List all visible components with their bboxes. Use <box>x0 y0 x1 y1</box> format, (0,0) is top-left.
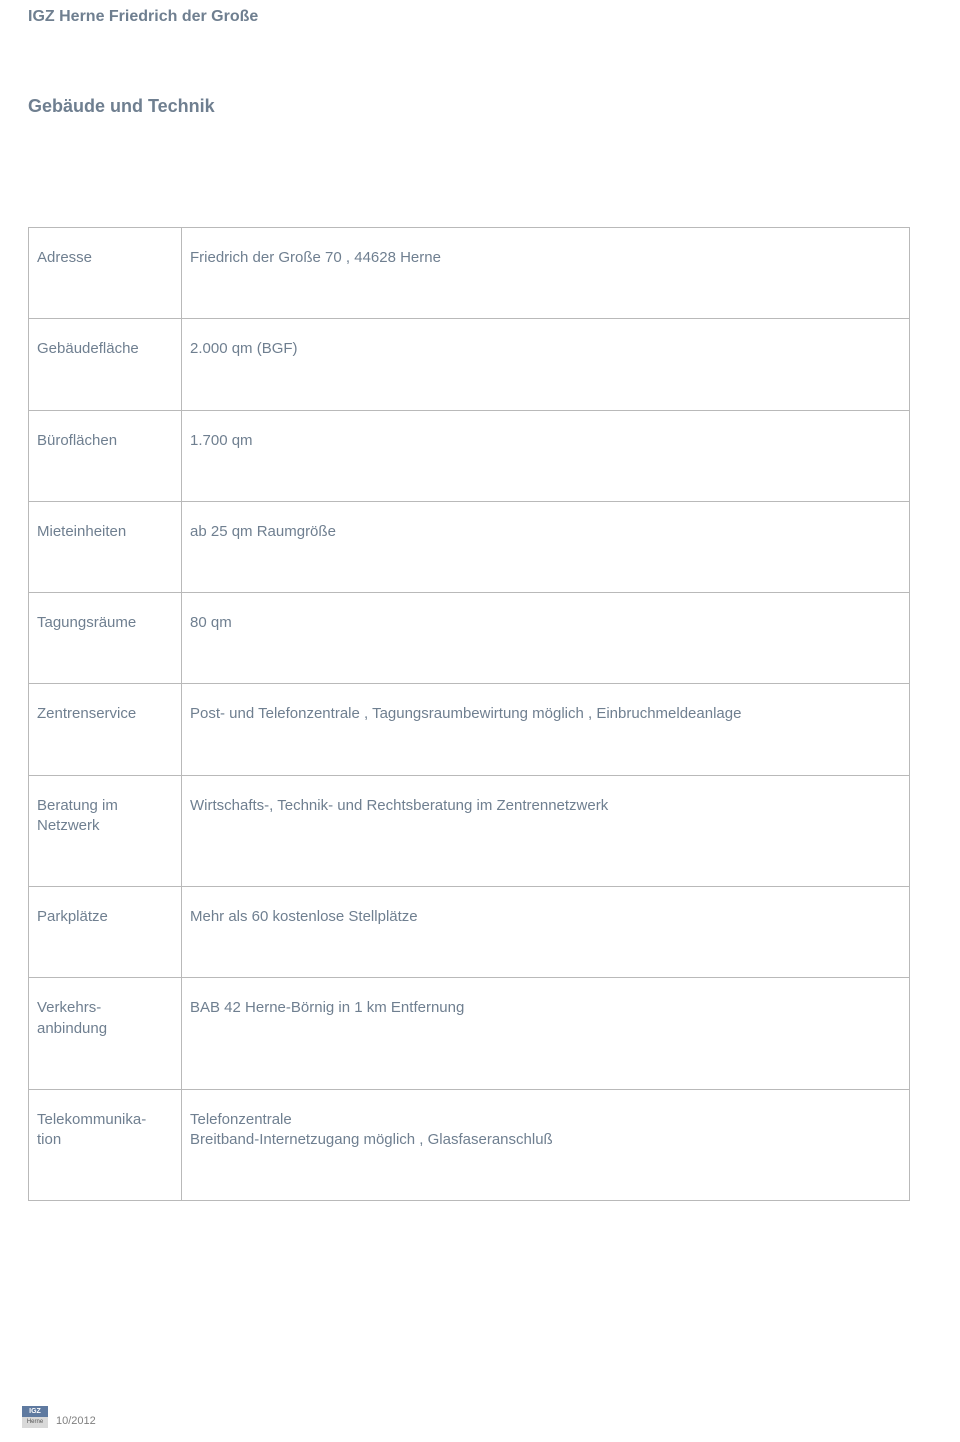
table-row: Beratung im Netzwerk Wirtschafts-, Techn… <box>29 775 910 887</box>
table-row: Parkplätze Mehr als 60 kostenlose Stellp… <box>29 887 910 978</box>
row-label: Mieteinheiten <box>29 501 182 592</box>
row-label: Beratung im Netzwerk <box>29 775 182 887</box>
row-value: 2.000 qm (BGF) <box>182 319 910 410</box>
logo-bottom-text: Herne <box>22 1417 48 1428</box>
row-value: TelefonzentraleBreitband-Internetzugang … <box>182 1089 910 1201</box>
row-value: 80 qm <box>182 593 910 684</box>
table-row: Verkehrs-anbindung BAB 42 Herne-Börnig i… <box>29 978 910 1090</box>
table-row: Gebäudefläche 2.000 qm (BGF) <box>29 319 910 410</box>
page: IGZ Herne Friedrich der Große Gebäude un… <box>0 0 960 1442</box>
document-title: IGZ Herne Friedrich der Große <box>28 8 910 26</box>
logo-top-text: IGZ <box>22 1406 48 1417</box>
row-label: Adresse <box>29 228 182 319</box>
row-value: Post- und Telefonzentrale , Tagungsraumb… <box>182 684 910 775</box>
table-row: Büroflächen 1.700 qm <box>29 410 910 501</box>
row-value: BAB 42 Herne-Börnig in 1 km Entfernung <box>182 978 910 1090</box>
row-label: Telekommunika-tion <box>29 1089 182 1201</box>
table-row: Tagungsräume 80 qm <box>29 593 910 684</box>
section-title: Gebäude und Technik <box>28 96 910 117</box>
table-row: Mieteinheiten ab 25 qm Raumgröße <box>29 501 910 592</box>
row-value: Friedrich der Große 70 , 44628 Herne <box>182 228 910 319</box>
footer-date: 10/2012 <box>56 1415 96 1428</box>
row-label: Verkehrs-anbindung <box>29 978 182 1090</box>
row-value: ab 25 qm Raumgröße <box>182 501 910 592</box>
row-label: Büroflächen <box>29 410 182 501</box>
row-value: Mehr als 60 kostenlose Stellplätze <box>182 887 910 978</box>
row-label: Parkplätze <box>29 887 182 978</box>
table-row: Adresse Friedrich der Große 70 , 44628 H… <box>29 228 910 319</box>
row-value: Wirtschafts-, Technik- und Rechtsberatun… <box>182 775 910 887</box>
row-label: Tagungsräume <box>29 593 182 684</box>
table-row: Telekommunika-tion TelefonzentraleBreitb… <box>29 1089 910 1201</box>
row-label: Gebäudefläche <box>29 319 182 410</box>
footer: IGZ Herne 10/2012 <box>22 1406 96 1428</box>
row-label: Zentrenservice <box>29 684 182 775</box>
table-row: Zentrenservice Post- und Telefonzentrale… <box>29 684 910 775</box>
row-value: 1.700 qm <box>182 410 910 501</box>
info-table: Adresse Friedrich der Große 70 , 44628 H… <box>28 227 910 1201</box>
logo-icon: IGZ Herne <box>22 1406 48 1428</box>
